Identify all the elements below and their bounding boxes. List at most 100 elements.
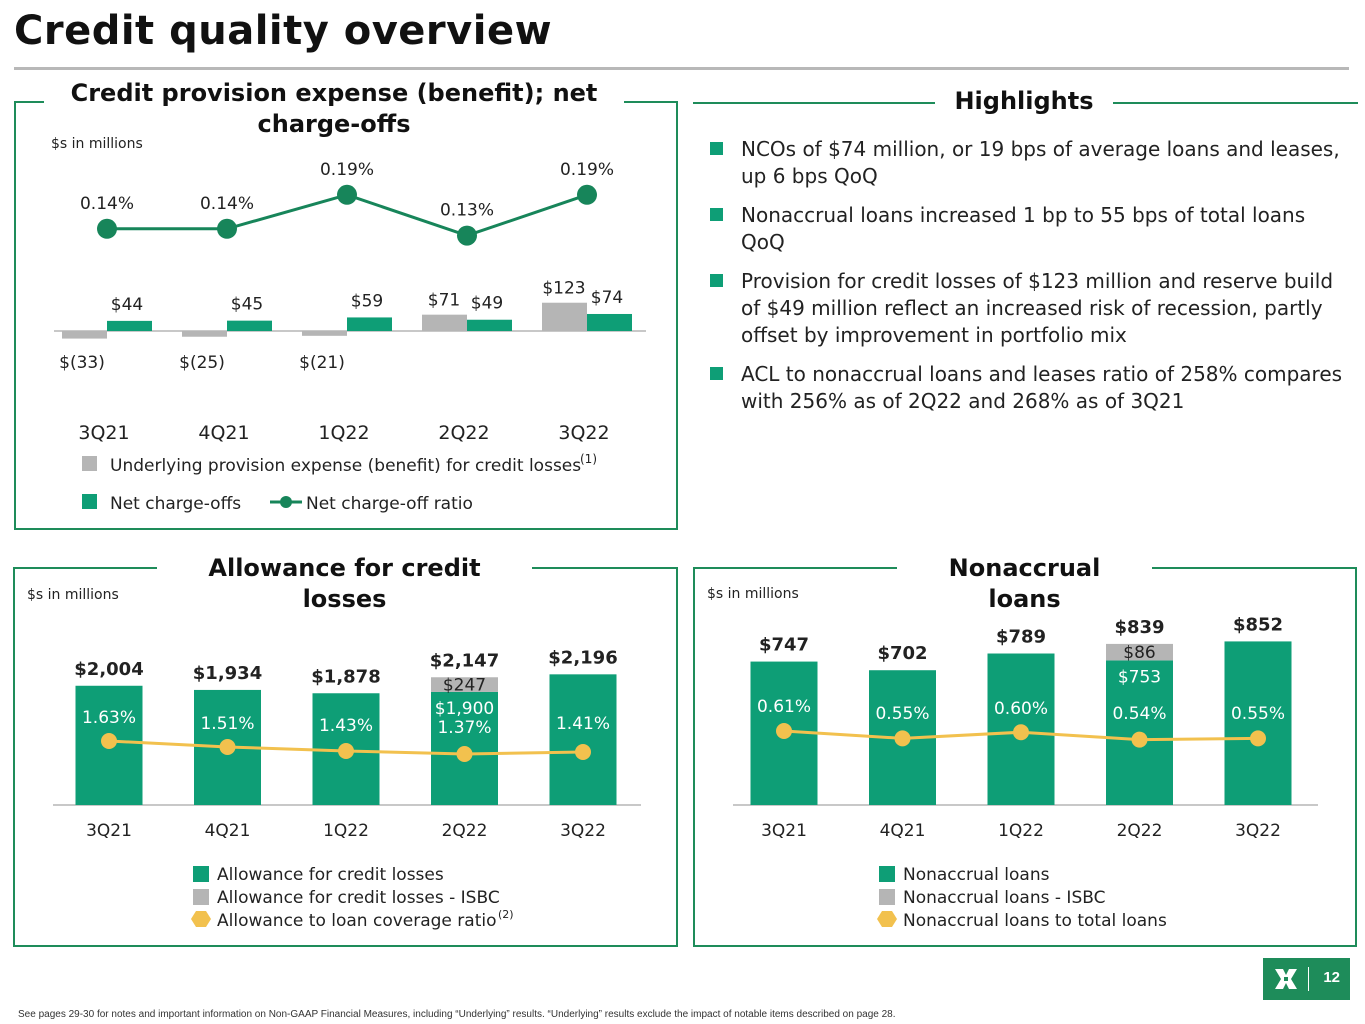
nonaccrual-total-label: $852 bbox=[1233, 614, 1283, 635]
allowance-ratio-label: 1.41% bbox=[556, 714, 610, 734]
page-title: Credit quality overview bbox=[14, 8, 553, 54]
nco-ratio-label: 0.19% bbox=[560, 160, 614, 180]
highlights-title: Highlights bbox=[954, 87, 1094, 115]
allowance-isbc-bar bbox=[431, 677, 498, 692]
nonaccrual-total-label: $839 bbox=[1114, 617, 1164, 638]
allowance-bar bbox=[549, 674, 617, 805]
page-number: 12 bbox=[1323, 969, 1340, 986]
bullet-square-icon bbox=[710, 208, 723, 221]
nco-ratio-point bbox=[217, 218, 237, 239]
logo-separator bbox=[1308, 967, 1309, 991]
legend-ratio-marker bbox=[877, 911, 897, 927]
x-tick-label: 3Q21 bbox=[761, 821, 807, 841]
provision-label: $(21) bbox=[299, 353, 345, 373]
nco-bar bbox=[467, 319, 512, 331]
highlight-item: Nonaccrual loans increased 1 bp to 55 bp… bbox=[708, 202, 1348, 256]
nonaccrual-ratio-point bbox=[1013, 724, 1029, 741]
nonaccrual-chart: $747 3Q21 $702 4Q21 $789 1Q22 $86 $753 $839 2Q22 $… bbox=[733, 614, 1318, 931]
legend-main-swatch bbox=[193, 866, 209, 882]
title-divider bbox=[14, 67, 1349, 70]
x-tick-label: 1Q22 bbox=[318, 422, 369, 444]
provision-bar bbox=[302, 331, 347, 336]
provision-bar bbox=[62, 331, 107, 339]
highlight-text: Provision for credit losses of $123 mill… bbox=[741, 269, 1334, 347]
nco-bar bbox=[107, 320, 152, 331]
highlight-text: NCOs of $74 million, or 19 bps of averag… bbox=[741, 137, 1340, 188]
nonaccrual-units: $s in millions bbox=[707, 586, 799, 602]
nco-label: $45 bbox=[231, 295, 263, 315]
provision-bar bbox=[542, 302, 587, 331]
legend-isbc-label: Nonaccrual loans - ISBC bbox=[903, 888, 1105, 908]
highlight-item: NCOs of $74 million, or 19 bps of averag… bbox=[708, 136, 1348, 190]
nco-ratio-label: 0.13% bbox=[440, 201, 494, 221]
nco-label: $49 bbox=[471, 294, 503, 314]
x-tick-label: 1Q22 bbox=[998, 821, 1044, 841]
x-tick-label: 3Q22 bbox=[558, 422, 609, 444]
nco-ratio-label: 0.19% bbox=[320, 160, 374, 180]
brand-logo-icon bbox=[1275, 969, 1297, 989]
nonaccrual-isbc-bar bbox=[1106, 643, 1173, 661]
provision-label: $(25) bbox=[179, 353, 225, 373]
nco-ratio-label: 0.14% bbox=[200, 194, 254, 214]
provision-bar bbox=[182, 331, 227, 337]
legend-ratio-label: Net charge-off ratio bbox=[306, 494, 473, 514]
provision-label: $71 bbox=[428, 291, 460, 311]
footnote: See pages 29-30 for notes and important … bbox=[18, 1009, 896, 1020]
allowance-total-label: $1,878 bbox=[311, 666, 380, 687]
provision-label: $(33) bbox=[59, 353, 105, 373]
x-tick-label: 2Q22 bbox=[442, 821, 488, 841]
x-tick-label: 3Q21 bbox=[78, 422, 129, 444]
x-tick-label: 4Q21 bbox=[880, 821, 926, 841]
highlights-rule-left bbox=[693, 102, 935, 104]
highlight-item: ACL to nonaccrual loans and leases ratio… bbox=[708, 361, 1348, 415]
nonaccrual-total-label: $747 bbox=[759, 635, 809, 656]
highlights-list: NCOs of $74 million, or 19 bps of averag… bbox=[708, 136, 1348, 427]
allowance-total-label: $2,004 bbox=[74, 659, 143, 680]
x-tick-label: 3Q21 bbox=[86, 821, 132, 841]
nco-ratio-point bbox=[337, 184, 357, 205]
x-tick-label: 1Q22 bbox=[323, 821, 369, 841]
legend-provision-swatch bbox=[82, 456, 97, 471]
x-tick-label: 4Q21 bbox=[205, 821, 251, 841]
nco-ratio-point bbox=[577, 184, 597, 205]
legend-isbc-swatch bbox=[193, 889, 209, 905]
allowance-ratio-point bbox=[456, 746, 473, 762]
x-tick-label: 2Q22 bbox=[1117, 821, 1163, 841]
allowance-ratio-label: 1.43% bbox=[319, 716, 373, 736]
bullet-square-icon bbox=[710, 274, 723, 287]
nco-bar bbox=[347, 317, 392, 331]
nco-ratio-label: 0.14% bbox=[80, 194, 134, 214]
nonaccrual-ratio-point bbox=[1131, 731, 1148, 748]
allowance-isbc-label: $247 bbox=[443, 676, 486, 696]
allowance-units: $s in millions bbox=[27, 587, 119, 603]
allowance-ratio-point bbox=[575, 744, 591, 760]
nco-bar bbox=[227, 320, 272, 331]
nonaccrual-ratio-point bbox=[894, 730, 911, 747]
x-tick-label: 3Q22 bbox=[1235, 821, 1281, 841]
brand-logo: 12 bbox=[1263, 958, 1350, 1000]
nonaccrual-total-label: $789 bbox=[996, 627, 1046, 648]
nonaccrual-total-label: $702 bbox=[877, 643, 927, 664]
nonaccrual-ratio-label: 0.55% bbox=[1231, 704, 1285, 724]
legend-ratio-marker bbox=[191, 911, 211, 927]
highlights-header: Highlights bbox=[693, 87, 1358, 118]
x-tick-label: 3Q22 bbox=[560, 821, 606, 841]
highlight-item: Provision for credit losses of $123 mill… bbox=[708, 268, 1348, 349]
allowance-ratio-point bbox=[101, 733, 117, 749]
bullet-square-icon bbox=[710, 142, 723, 155]
provision-bar bbox=[422, 314, 467, 331]
highlight-text: ACL to nonaccrual loans and leases ratio… bbox=[741, 362, 1343, 413]
legend-ratio-label: Nonaccrual loans to total loans bbox=[903, 911, 1167, 931]
highlight-text: Nonaccrual loans increased 1 bp to 55 bp… bbox=[741, 203, 1306, 254]
legend-provision-label: Underlying provision expense (benefit) f… bbox=[110, 456, 581, 476]
nco-ratio-point bbox=[457, 225, 477, 246]
allowance-ratio-label: 1.37% bbox=[437, 718, 491, 738]
allowance-total-label: $2,147 bbox=[430, 650, 499, 671]
allowance-ratio-label: 1.51% bbox=[200, 714, 254, 734]
nonaccrual-ratio-point bbox=[1250, 730, 1266, 747]
nco-label: $59 bbox=[351, 291, 383, 311]
nco-label: $44 bbox=[111, 295, 143, 315]
allowance-bar-label: $1,900 bbox=[435, 699, 494, 719]
allowance-ratio-point bbox=[219, 739, 236, 755]
provision-units: $s in millions bbox=[51, 136, 143, 152]
